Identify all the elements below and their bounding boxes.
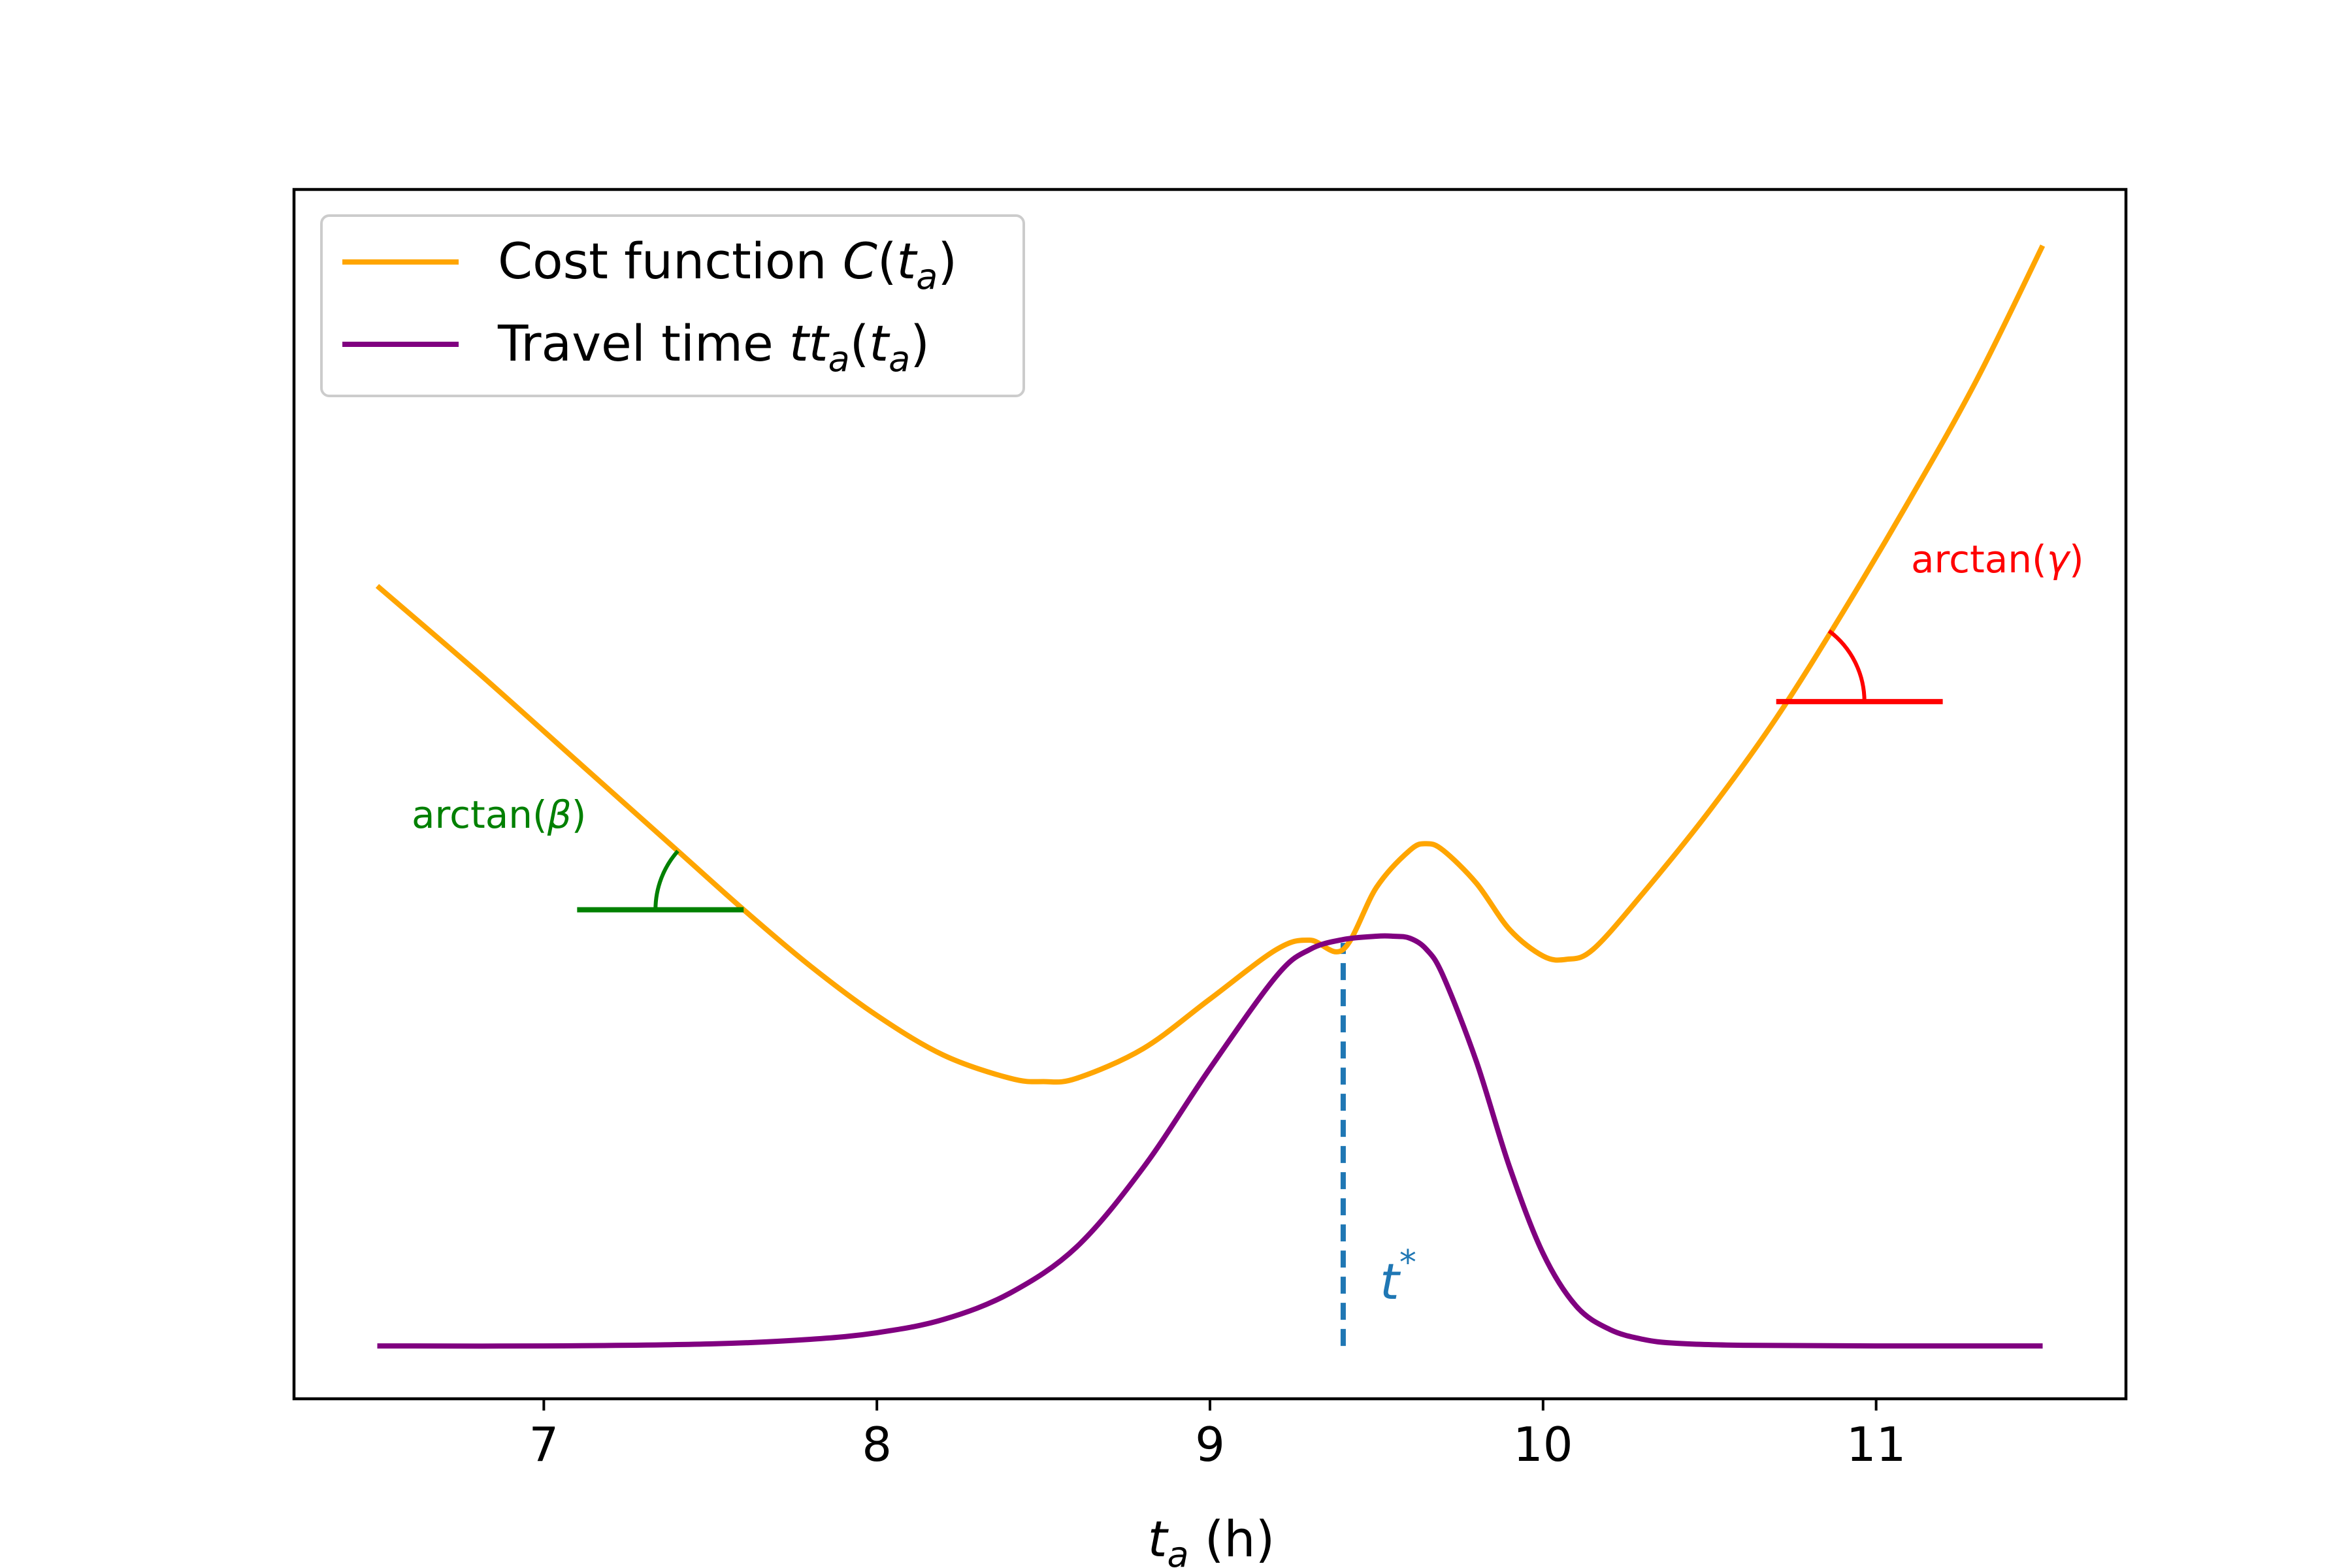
legend-label-travel: Travel time tta(ta) (497, 314, 930, 380)
travel-time-line (377, 933, 2043, 1349)
legend-label-cost: Cost function C(ta) (498, 232, 957, 297)
x-axis: 7 8 9 10 11 (529, 1399, 1906, 1472)
x-tick-label: 11 (1846, 1417, 1906, 1472)
t-star-label: t* (1380, 1243, 1416, 1311)
arctan-beta-label: arctan(β) (412, 792, 586, 837)
beta-angle-arc (653, 849, 679, 910)
series-layer (375, 244, 2046, 1349)
t-star-superscript: * (1399, 1243, 1416, 1282)
legend-frame (320, 214, 1025, 397)
x-tick-label: 9 (1195, 1417, 1225, 1472)
legend: Cost function C(ta) Travel time tta(ta) (320, 214, 1025, 397)
gamma-symbol: γ (2047, 537, 2071, 581)
beta-symbol: β (547, 792, 572, 837)
x-tick-label: 8 (862, 1417, 892, 1472)
x-tick-label: 10 (1513, 1417, 1573, 1472)
arctan-gamma-label: arctan(γ) (1911, 537, 2084, 581)
gamma-angle-arc (1827, 629, 1867, 702)
cost-function-line (375, 244, 2046, 1085)
x-tick-label: 7 (529, 1417, 559, 1472)
x-axis-label: ta (h) (1148, 1510, 1275, 1568)
